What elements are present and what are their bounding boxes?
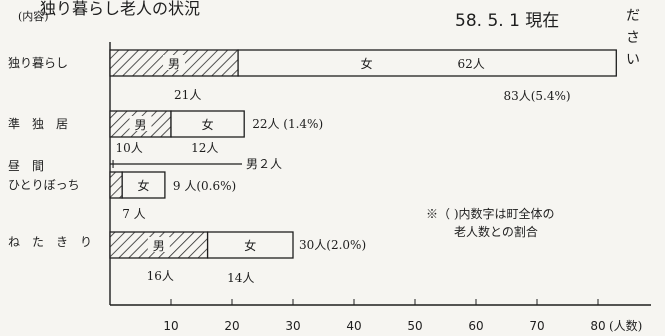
bar-female bbox=[170, 110, 245, 138]
chart-title: 独り暮らし老人の状況 bbox=[40, 0, 200, 18]
category-heading: (内容) bbox=[18, 9, 49, 23]
bar-female bbox=[121, 171, 166, 199]
x-tick-label: 50 bbox=[407, 319, 422, 333]
x-tick-label: 80 bbox=[590, 319, 605, 333]
female-value-label: 62人 bbox=[457, 57, 484, 71]
male-value-label: 男２人 bbox=[246, 157, 282, 171]
bar-female bbox=[206, 231, 294, 259]
bar-female-text: 女 bbox=[361, 56, 373, 71]
total-value-label: 22人 (1.4%) bbox=[252, 117, 323, 131]
x-tick-label: 60 bbox=[468, 319, 483, 333]
date-label: 58. 5. 1 現在 bbox=[455, 11, 559, 31]
category-label: ね た き り bbox=[8, 235, 92, 249]
total-value-label: 30人(2.0%) bbox=[299, 238, 366, 252]
bar-male bbox=[109, 171, 123, 199]
note-line-2: 老人数との割合 bbox=[454, 224, 538, 239]
x-tick-label: 40 bbox=[346, 319, 361, 333]
total-value-label: 9 人(0.6%) bbox=[173, 179, 236, 193]
category-label: 準 独 居 bbox=[8, 116, 68, 131]
x-tick-label: 10 bbox=[163, 319, 178, 333]
side-text-3: い bbox=[626, 52, 640, 68]
total-value-label: 83人(5.4%) bbox=[503, 89, 570, 103]
bar-female-text: 女 bbox=[138, 178, 150, 193]
x-axis-label: (人数) bbox=[609, 318, 642, 333]
male-value-label: 10人 bbox=[115, 141, 142, 155]
x-tick-label: 20 bbox=[224, 319, 239, 333]
bar-male-text-bg bbox=[129, 116, 152, 131]
bar-male-text: 男 bbox=[153, 239, 165, 253]
bar-male-text-bg bbox=[163, 55, 186, 70]
bar-female-text: 女 bbox=[244, 238, 256, 253]
side-text-2: さ bbox=[626, 30, 640, 46]
x-tick-label: 30 bbox=[285, 319, 300, 333]
female-value-label: 7 人 bbox=[122, 207, 145, 221]
x-tick-label: 70 bbox=[529, 319, 544, 333]
male-value-label: 21人 bbox=[174, 88, 201, 102]
side-text-1: だ bbox=[626, 8, 640, 24]
category-label: 独り暮らし bbox=[8, 56, 68, 70]
bar-male bbox=[109, 231, 209, 259]
category-label: 昼 間 bbox=[8, 159, 44, 173]
category-label: ひとりぼっち bbox=[8, 178, 80, 192]
bar-male-text: 男 bbox=[134, 118, 146, 132]
female-value-label: 12人 bbox=[191, 141, 218, 155]
female-value-label: 14人 bbox=[227, 271, 254, 285]
bar-female-text: 女 bbox=[202, 117, 214, 132]
male-value-label: 16人 bbox=[147, 269, 174, 283]
note-line-1: ※（ )内数字は町全体の bbox=[426, 206, 555, 221]
bar-male-text-bg bbox=[147, 237, 170, 252]
bar-male-text: 男 bbox=[168, 57, 180, 71]
bar-female bbox=[237, 49, 617, 77]
